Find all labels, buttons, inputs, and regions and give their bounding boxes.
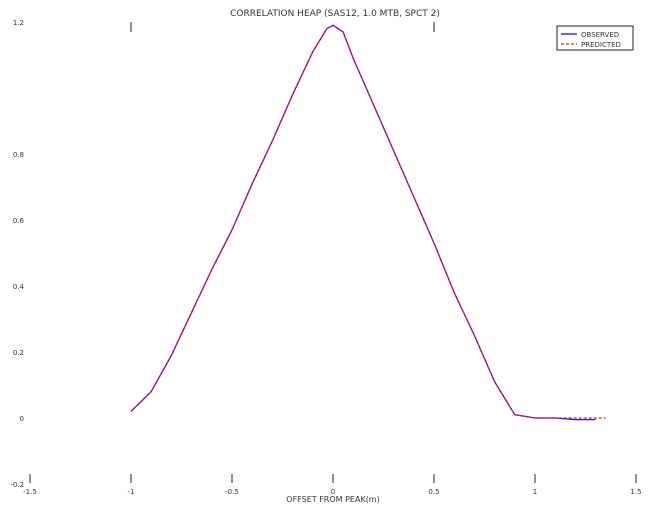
chart-title: CORRELATION HEAP (SAS12, 1.0 MTB, SPCT 2… — [230, 9, 440, 19]
y-tick-label: 0.6 — [13, 217, 25, 225]
legend-box — [556, 25, 634, 51]
x-tick-label: -0.5 — [225, 488, 239, 496]
x-tick-label: 1 — [533, 488, 537, 496]
y-tick-label: 0.2 — [13, 349, 24, 357]
x-tick-label: 0.5 — [428, 488, 439, 496]
y-tick-label: 0.4 — [13, 283, 25, 291]
legend-entry-label: OBSERVED — [581, 31, 619, 39]
y-tick-label: 0 — [20, 415, 24, 423]
x-tick-label: 1.5 — [630, 488, 641, 496]
legend-entry-label: PREDICTED — [581, 41, 621, 49]
y-tick-label: -0.2 — [10, 481, 24, 489]
y-tick-label: 1.2 — [13, 19, 24, 27]
series-group — [130, 24, 606, 421]
legend: OBSERVED PREDICTED — [556, 25, 634, 51]
x-tick-label: -1 — [128, 488, 135, 496]
x-axis-label: OFFSET FROM PEAK(m) — [286, 495, 379, 504]
axis-ticks: -1.5 -1 -0.5 0 0.5 1 1.5 -0.2 0 0.2 0.4 0.6 0.8 1.2 — [10, 19, 641, 496]
y-tick-label: 0.8 — [13, 151, 24, 159]
x-tick-label: 0 — [331, 488, 335, 496]
x-tick-label: -1.5 — [23, 488, 37, 496]
series-line-predicted — [130, 24, 606, 419]
